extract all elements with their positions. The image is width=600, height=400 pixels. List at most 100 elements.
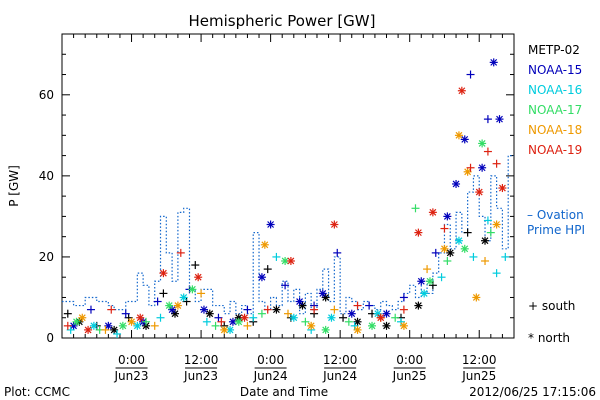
- marker-stroke: [267, 221, 275, 228]
- marker-stroke: [475, 188, 483, 196]
- data-point-noaa-15: [460, 135, 469, 144]
- data-point-noaa-16: [397, 317, 405, 326]
- y-tick-label: 40: [39, 169, 54, 183]
- data-point-noaa-19: [353, 301, 362, 310]
- data-point-noaa-18: [463, 167, 472, 176]
- data-point-metp-02: [298, 301, 307, 310]
- data-point-noaa-15: [281, 281, 290, 290]
- data-point-noaa-19: [310, 305, 319, 314]
- marker-stroke: [281, 257, 289, 265]
- data-point-noaa-15: [382, 309, 391, 318]
- y-axis: 0 20 40 60: [39, 53, 514, 345]
- marker-stroke: [142, 322, 150, 330]
- data-point-noaa-19: [194, 273, 203, 282]
- x-tick-date: Jun24: [253, 369, 288, 383]
- data-point-noaa-17: [165, 301, 174, 310]
- marker-stroke: [441, 245, 448, 253]
- x-axis: 0:00 Jun23 12:00 Jun23 0:00 Jun24 12:00 Jun24 0:…: [73, 34, 503, 383]
- marker-stroke: [104, 322, 112, 330]
- marker-stroke: [464, 168, 472, 176]
- data-point-noaa-15: [121, 309, 130, 318]
- data-point-noaa-16: [327, 313, 336, 322]
- data-point-noaa-16: [492, 269, 501, 278]
- data-point-noaa-17: [142, 317, 151, 326]
- data-point-metp-02: [353, 317, 362, 326]
- data-point-noaa-16: [420, 289, 429, 298]
- data-point-metp-02: [63, 309, 72, 318]
- data-point-noaa-19: [414, 228, 423, 237]
- data-point-noaa-15: [199, 305, 208, 314]
- data-point-noaa-15: [266, 220, 275, 229]
- marker-stroke: [296, 298, 304, 305]
- data-point-noaa-18: [243, 321, 252, 330]
- data-point-metp-02: [124, 313, 133, 322]
- marker-stroke: [478, 164, 486, 172]
- marker-stroke: [110, 326, 118, 334]
- data-point-metp-02: [191, 261, 200, 270]
- x-tick-time: 12:00: [184, 353, 219, 367]
- chart-title: Hemispheric Power [GW]: [189, 12, 376, 30]
- data-point-noaa-17: [211, 321, 220, 330]
- data-point-noaa-17: [425, 277, 434, 286]
- marker-stroke: [461, 245, 469, 253]
- legend-entry-noaa-15: NOAA-15: [528, 63, 582, 77]
- data-point-noaa-19: [492, 159, 501, 168]
- marker-stroke: [241, 314, 248, 322]
- data-point-noaa-19: [440, 224, 449, 233]
- y-tick-label: 20: [39, 250, 54, 264]
- data-point-noaa-18: [220, 325, 229, 334]
- data-point-noaa-16: [437, 273, 446, 282]
- x-tick-date: Jun25: [392, 369, 427, 383]
- data-point-noaa-18: [78, 313, 87, 322]
- data-point-noaa-17: [301, 317, 310, 326]
- data-point-noaa-17: [411, 204, 420, 213]
- marker-stroke: [287, 257, 295, 265]
- data-point-noaa-16: [179, 293, 188, 302]
- marker-stroke: [414, 229, 422, 237]
- data-point-noaa-16: [483, 216, 492, 225]
- marker-stroke: [429, 208, 437, 216]
- marker-stroke: [400, 322, 408, 330]
- marker-stroke: [307, 322, 315, 330]
- data-point-noaa-18: [260, 240, 269, 249]
- data-point-noaa-19: [399, 305, 408, 314]
- data-point-metp-02: [171, 309, 179, 318]
- data-point-noaa-17: [443, 256, 452, 265]
- marker-stroke: [414, 302, 422, 309]
- data-point-metp-02: [272, 305, 281, 314]
- marker-stroke: [168, 306, 176, 314]
- x-tick-date: Jun23: [183, 369, 218, 383]
- data-point-noaa-16: [350, 321, 359, 330]
- y-tick-label: 0: [46, 331, 54, 345]
- data-point-noaa-18: [307, 321, 316, 330]
- data-point-metp-02: [414, 301, 423, 310]
- data-point-noaa-19: [457, 86, 466, 95]
- data-point-noaa-19: [217, 317, 226, 326]
- marker-stroke: [368, 322, 376, 330]
- data-point-noaa-19: [176, 248, 185, 257]
- data-point-metp-02: [110, 325, 119, 334]
- x-tick-time: 12:00: [462, 353, 497, 367]
- data-point-noaa-16: [272, 252, 281, 261]
- marker-stroke: [374, 310, 382, 318]
- data-point-noaa-15: [318, 289, 327, 298]
- data-point-noaa-15: [347, 309, 356, 318]
- data-point-noaa-19: [330, 220, 339, 229]
- data-point-noaa-19: [240, 313, 249, 322]
- data-point-noaa-15: [86, 305, 95, 314]
- data-point-metp-02: [481, 236, 490, 245]
- y-tick-label: 60: [39, 88, 54, 102]
- marker-stroke: [472, 294, 480, 301]
- data-point-noaa-18: [127, 317, 136, 326]
- data-point-noaa-15: [153, 297, 162, 306]
- data-point-noaa-15: [483, 115, 492, 124]
- marker-stroke: [496, 115, 503, 123]
- marker-stroke: [159, 269, 167, 277]
- marker-stroke: [73, 318, 80, 326]
- data-point-metp-02: [463, 228, 472, 237]
- marker-stroke: [229, 318, 237, 326]
- data-point-noaa-19: [376, 313, 385, 322]
- marker-stroke: [478, 140, 486, 147]
- data-point-noaa-15: [452, 179, 461, 188]
